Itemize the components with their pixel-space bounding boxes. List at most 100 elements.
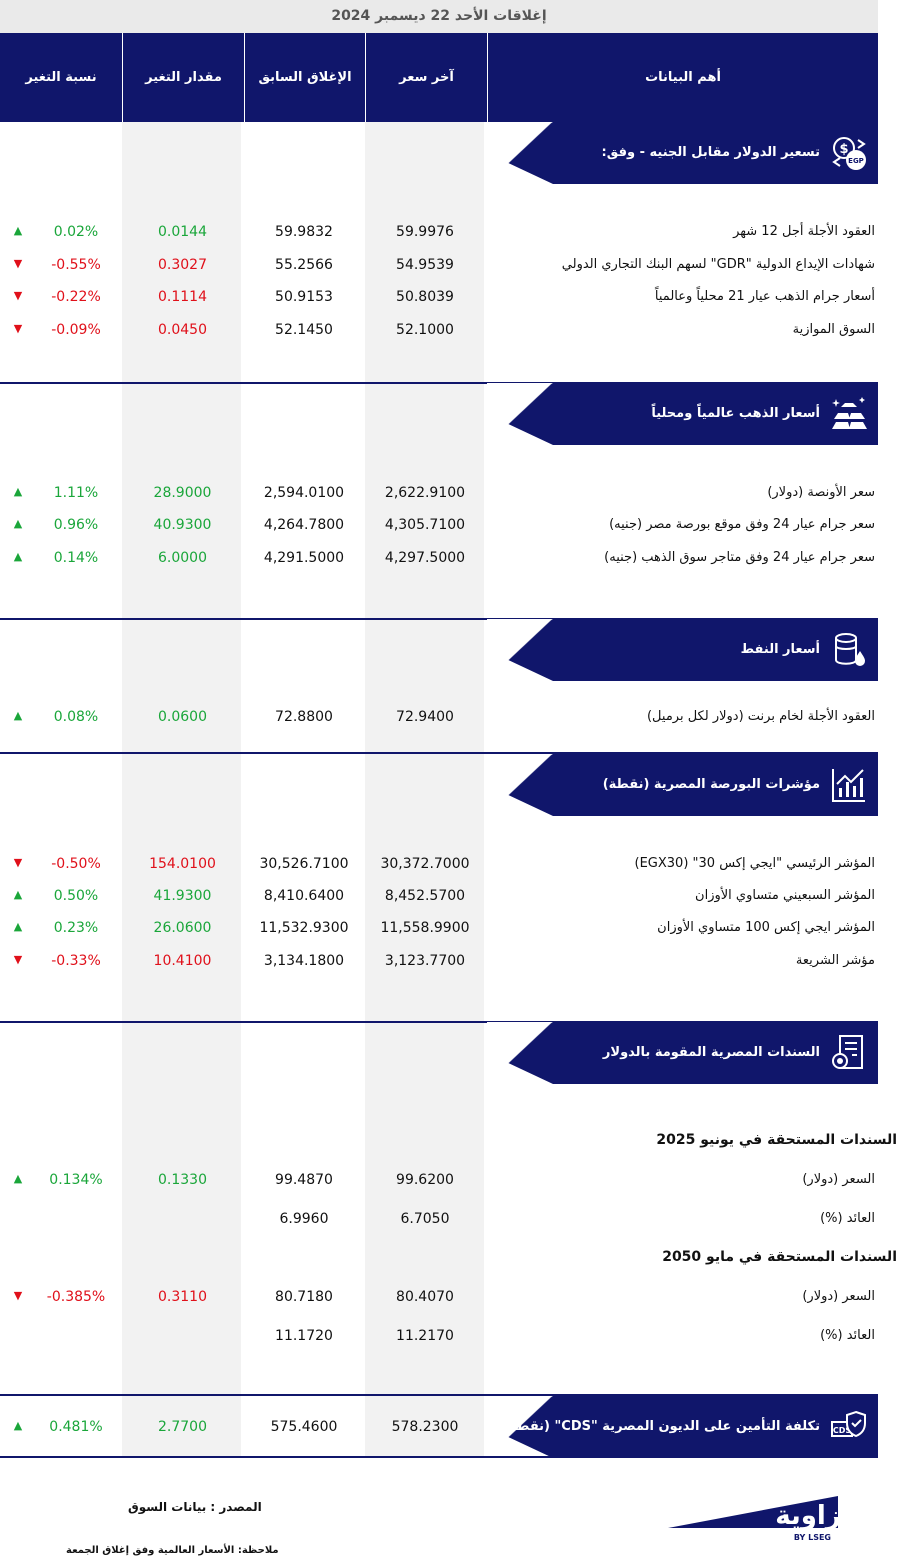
row-label: العقود الأجلة أجل 12 شهر xyxy=(733,224,875,239)
row-change-percent: 0.50% xyxy=(53,888,99,904)
row-change: 26.0600 xyxy=(153,920,212,936)
section-banner-egx: مؤشرات البورصة المصرية (نقطة) xyxy=(487,754,878,816)
row-change: 0.0600 xyxy=(158,709,207,725)
row-change: 0.1330 xyxy=(158,1172,207,1188)
row-change: 0.3110 xyxy=(158,1289,207,1305)
row-change: 0.0450 xyxy=(158,322,207,338)
page-title: إغلاقات الأحد 22 ديسمبر 2024 xyxy=(0,0,878,33)
up-arrow-icon: ▲ xyxy=(13,550,23,563)
row-previous-close: 72.8800 xyxy=(275,709,333,725)
row-change: 154.0100 xyxy=(149,856,216,872)
table-row: أسعار جرام الذهب عيار 21 محلياً وعالمياً… xyxy=(0,289,878,315)
section-divider xyxy=(0,618,878,620)
insurance-shield-icon: CDS xyxy=(831,1410,866,1438)
down-arrow-icon: ▼ xyxy=(13,856,23,869)
row-label: السعر (دولار) xyxy=(802,1172,875,1187)
row-previous-close: 11.1720 xyxy=(275,1328,333,1344)
up-arrow-icon: ▲ xyxy=(13,1419,23,1432)
header-last-price: آخر سعر xyxy=(365,33,487,122)
up-arrow-icon: ▲ xyxy=(13,224,23,237)
up-arrow-icon: ▲ xyxy=(13,920,23,933)
row-last-price: 4,305.7100 xyxy=(384,517,466,533)
table-row: المؤشر الرئيسي "ايجي إكس 30" (EGX30) 30,… xyxy=(0,856,878,882)
row-previous-close: 3,134.1800 xyxy=(263,953,345,969)
row-last-price: 578.2300 xyxy=(391,1419,459,1435)
row-last-price: 59.9976 xyxy=(396,224,454,240)
row-last-price: 3,123.7700 xyxy=(384,953,466,969)
row-change-percent: 0.14% xyxy=(53,550,99,566)
up-arrow-icon: ▲ xyxy=(13,709,23,722)
svg-text:CDS: CDS xyxy=(833,1426,852,1435)
column-bg-last xyxy=(365,122,484,1458)
section-title-gold: أسعار الذهب عالمياً ومحلياً xyxy=(651,406,820,421)
section-title-cds: تكلفة التأمين على الديون المصرية "CDS" (… xyxy=(503,1419,820,1434)
svg-text:$: $ xyxy=(839,142,848,157)
up-arrow-icon: ▲ xyxy=(13,1172,23,1185)
section-title-oil: أسعار النفط xyxy=(740,642,820,657)
row-label: المؤشر الرئيسي "ايجي إكس 30" (EGX30) xyxy=(634,856,876,871)
row-change-percent: -0.33% xyxy=(51,953,101,969)
row-change: 40.9300 xyxy=(153,517,212,533)
header-previous-close: الإغلاق السابق xyxy=(244,33,365,122)
row-previous-close: 11,532.9300 xyxy=(259,920,349,936)
row-label: المؤشر ايجي إكس 100 متساوي الأوزان xyxy=(657,920,875,935)
row-previous-close: 55.2566 xyxy=(275,257,333,273)
table-row: 578.2300 575.4600 2.7700 0.481% ▲ xyxy=(0,1419,878,1445)
down-arrow-icon: ▼ xyxy=(13,289,23,302)
row-label: شهادات الإيداع الدولية "GDR" لسهم البنك … xyxy=(561,257,875,272)
section-title-bonds: السندات المصرية المقومة بالدولار xyxy=(602,1045,820,1060)
down-arrow-icon: ▼ xyxy=(13,1289,23,1302)
row-change-percent: -0.385% xyxy=(46,1289,106,1305)
row-label: السوق الموازية xyxy=(792,322,875,337)
row-previous-close: 4,291.5000 xyxy=(263,550,345,566)
row-last-price: 11.2170 xyxy=(396,1328,454,1344)
row-previous-close: 2,594.0100 xyxy=(263,485,345,501)
row-last-price: 52.1000 xyxy=(396,322,454,338)
down-arrow-icon: ▼ xyxy=(13,257,23,270)
row-previous-close: 99.4870 xyxy=(275,1172,333,1188)
table-row: العقود الأجلة أجل 12 شهر 59.9976 59.9832… xyxy=(0,224,878,250)
section-banner-oil: أسعار النفط xyxy=(487,619,878,681)
row-label: سعر الأونصة (دولار) xyxy=(767,485,875,500)
up-arrow-icon: ▲ xyxy=(13,485,23,498)
row-change-percent: 0.02% xyxy=(53,224,99,240)
table-row: سعر جرام عيار 24 وفق موقع بورصة مصر (جني… xyxy=(0,517,878,543)
section-banner-usd: تسعير الدولار مقابل الجنيه - وفق: $ EGP xyxy=(487,122,878,184)
row-previous-close: 30,526.7100 xyxy=(259,856,349,872)
table-row: المؤشر ايجي إكس 100 متساوي الأوزان 11,55… xyxy=(0,920,878,946)
table-row: السوق الموازية 52.1000 52.1450 0.0450 -0… xyxy=(0,322,878,348)
header-change: مقدار التغير xyxy=(122,33,244,122)
bond-certificate-icon xyxy=(832,1035,863,1069)
row-label: مؤشر الشريعة xyxy=(795,953,875,968)
source-note: المصدر : بيانات السوق xyxy=(128,1500,262,1514)
row-change-percent: 1.11% xyxy=(53,485,99,501)
gold-bars-icon xyxy=(832,397,867,429)
column-bg-change xyxy=(122,122,241,1458)
row-change: 28.9000 xyxy=(153,485,212,501)
logo-wordmark: زاوية xyxy=(775,1501,841,1531)
row-previous-close: 59.9832 xyxy=(275,224,333,240)
row-change-percent: 0.08% xyxy=(53,709,99,725)
row-last-price: 30,372.7000 xyxy=(380,856,470,872)
dollar-egp-exchange-icon: $ EGP xyxy=(832,137,866,170)
row-last-price: 54.9539 xyxy=(396,257,454,273)
up-arrow-icon: ▲ xyxy=(13,888,23,901)
section-banner-bonds: السندات المصرية المقومة بالدولار xyxy=(487,1022,878,1084)
row-change-percent: 0.134% xyxy=(49,1172,103,1188)
row-previous-close: 4,264.7800 xyxy=(263,517,345,533)
row-previous-close: 6.9960 xyxy=(279,1211,329,1227)
section-title-usd: تسعير الدولار مقابل الجنيه - وفق: xyxy=(601,145,820,160)
row-change-percent: 0.96% xyxy=(53,517,99,533)
header-data: أهم البيانات xyxy=(487,33,878,122)
row-change-percent: 0.23% xyxy=(53,920,99,936)
section-banner-gold: أسعار الذهب عالمياً ومحلياً xyxy=(487,383,878,445)
row-change: 41.9300 xyxy=(153,888,212,904)
row-last-price: 8,452.5700 xyxy=(384,888,466,904)
row-label: العائد (%) xyxy=(820,1328,875,1343)
section-divider xyxy=(0,1394,878,1396)
row-change-percent: -0.09% xyxy=(51,322,101,338)
row-change: 0.0144 xyxy=(158,224,207,240)
row-label: سعر جرام عيار 24 وفق متاجر سوق الذهب (جن… xyxy=(604,550,875,565)
row-label: العائد (%) xyxy=(820,1211,875,1226)
table-header: أهم البيانات آخر سعر الإغلاق السابق مقدا… xyxy=(0,33,878,122)
